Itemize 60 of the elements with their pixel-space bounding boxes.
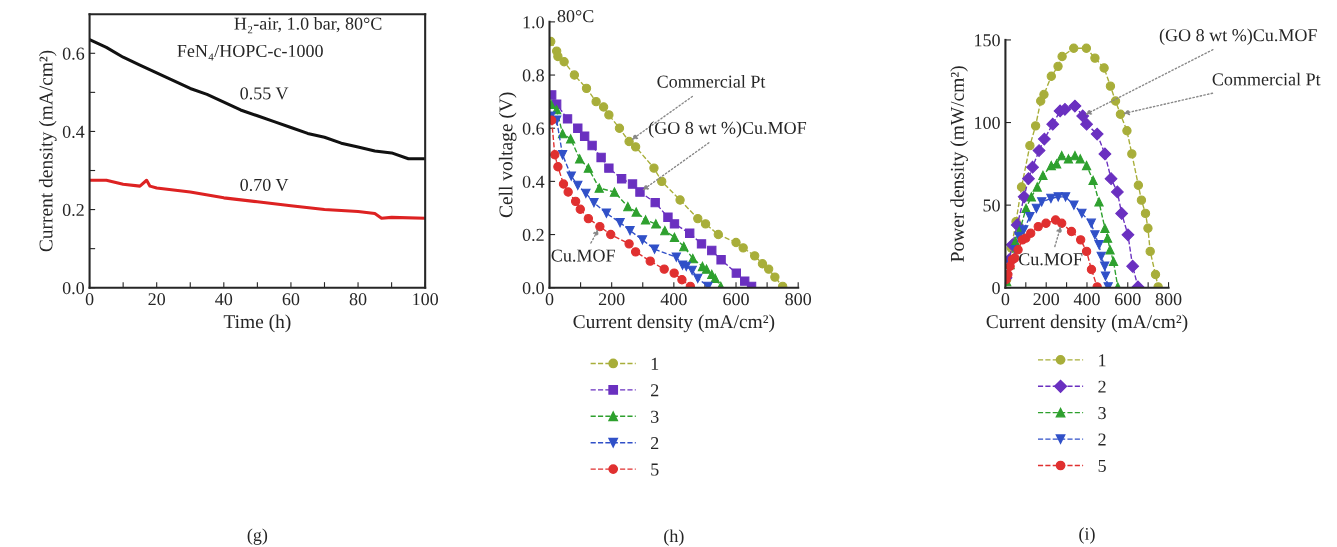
x-tick-label: 200: [598, 293, 625, 306]
legend-label: 5: [1098, 460, 1106, 473]
y-tick-label: 0.2: [62, 203, 84, 217]
annotation: FeN₄/HOPC-c-1000: [177, 44, 323, 61]
y-tick-label: 0.6: [522, 122, 545, 135]
y-tick-label: 1.0: [523, 16, 544, 29]
x-tick-label: 20: [148, 293, 166, 306]
x-tick-label: 80: [349, 293, 367, 306]
legend-label: 2: [651, 437, 659, 450]
x-axis-title: Current density (mA/cm²): [986, 314, 1188, 333]
y-tick-label: 0.6: [62, 47, 85, 60]
x-tick-label: 600: [1114, 293, 1141, 306]
legend-label: 3: [651, 410, 659, 423]
x-axis-title: Time (h): [223, 314, 291, 333]
x-tick-label: 400: [660, 293, 687, 306]
legend-label: 2: [1098, 433, 1106, 446]
x-tick-label: 600: [723, 293, 749, 306]
x-tick-label: 0: [1001, 293, 1010, 306]
x-tick-label: 100: [413, 293, 439, 306]
legend-label: 5: [651, 463, 659, 476]
legend-label: 3: [1098, 407, 1106, 420]
x-tick-label: 0: [545, 293, 554, 306]
x-tick-label: 0: [85, 293, 94, 306]
y-tick-label: 0: [992, 281, 1000, 295]
x-tick-label: 800: [1155, 293, 1182, 306]
y-tick-label: 50: [983, 199, 1000, 212]
text: (h): [664, 529, 684, 546]
annotation: (GO 8 wt %)Cu.MOF: [1159, 28, 1317, 45]
x-tick-label: 200: [1033, 293, 1060, 306]
y-tick-label: 0.4: [62, 125, 85, 138]
y-tick-label: 0.0: [62, 281, 85, 295]
y-tick-label: 0.2: [522, 228, 544, 242]
annotation: (GO 8 wt %)Cu.MOF: [649, 121, 807, 138]
y-tick-label: 0.0: [522, 281, 544, 295]
annotation: H₂-air, 1.0 bar, 80°C: [234, 16, 382, 34]
y-axis-title: Current density (mA/cm²): [38, 50, 57, 252]
y-axis-title: Power density (mW/cm²): [950, 66, 968, 262]
x-tick-label: 400: [1073, 293, 1100, 306]
x-tick-label: 800: [785, 293, 812, 306]
y-tick-label: 100: [975, 116, 1000, 129]
legend-label: 1: [651, 357, 659, 370]
y-axis-title: Cell voltage (V): [498, 92, 517, 218]
y-tick-label: 0.4: [522, 175, 545, 188]
annotation: Cu.MOF: [551, 249, 615, 262]
legend-label: 1: [1099, 354, 1106, 367]
legend-label: 2: [1098, 380, 1106, 393]
annotation: Cu.MOF: [1018, 253, 1083, 266]
annotation: 80°C: [557, 10, 594, 23]
annotation: 0.55 V: [240, 87, 289, 100]
annotation: Commercial Pt: [657, 74, 766, 88]
legend-label: 2: [651, 384, 659, 397]
y-tick-label: 150: [975, 34, 1000, 47]
x-axis-title: Current density (mA/cm²): [573, 314, 775, 333]
annotation: Commercial Pt: [1212, 72, 1321, 86]
y-tick-label: 0.8: [522, 69, 544, 82]
text: (g): [247, 528, 268, 545]
text: (i): [1079, 527, 1095, 544]
x-tick-label: 40: [215, 293, 233, 306]
x-tick-label: 60: [282, 293, 300, 306]
annotation: 0.70 V: [240, 178, 289, 192]
